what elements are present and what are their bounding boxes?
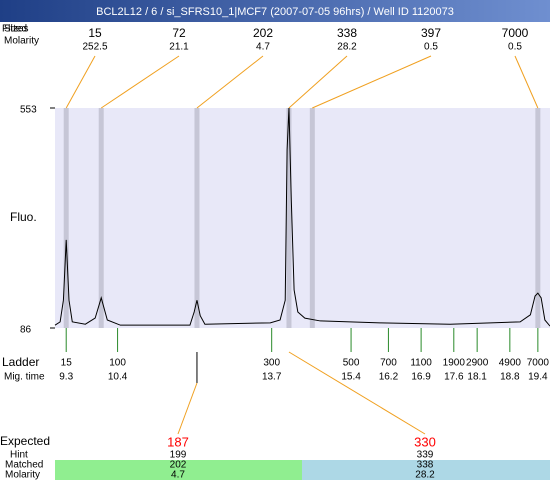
peak-connector xyxy=(514,55,539,109)
title: BCL2L12 / 6 / si_SFRS10_1|MCF7 (2007-07-… xyxy=(96,6,454,18)
mig-time-label: Mig. time xyxy=(4,372,45,383)
peak-band xyxy=(535,108,541,328)
fitted-size: 397 xyxy=(421,26,441,40)
peak-band xyxy=(63,108,69,328)
fitted-molarity: 21.1 xyxy=(169,42,189,53)
fitted-molarity: 4.7 xyxy=(256,42,270,53)
fitted-size: 202 xyxy=(253,26,273,40)
fitted-label: Fitted xyxy=(2,24,27,35)
expected-connector xyxy=(177,382,198,435)
mig-time: 9.3 xyxy=(59,372,73,383)
title-bar xyxy=(0,0,550,22)
peak-connector xyxy=(100,55,180,109)
ladder-size: 300 xyxy=(263,358,280,369)
mig-time: 18.8 xyxy=(500,372,520,383)
hint-size: 199 xyxy=(170,450,187,461)
peak-connector xyxy=(288,55,348,109)
ladder-size: 7000 xyxy=(527,358,550,369)
hint-size: 339 xyxy=(417,450,434,461)
matched-size: 202 xyxy=(170,460,187,471)
mig-time: 19.4 xyxy=(528,372,548,383)
matched-bg xyxy=(302,460,550,480)
y-tick-label: 553 xyxy=(20,105,37,116)
mig-time: 18.1 xyxy=(467,372,487,383)
mig-time: 13.7 xyxy=(262,372,282,383)
expected-size: 330 xyxy=(414,434,436,449)
mig-time: 16.9 xyxy=(411,372,431,383)
ladder-size: 15 xyxy=(61,358,73,369)
hint-label: Hint xyxy=(10,450,28,461)
molarity-label: Molarity xyxy=(4,36,39,47)
mig-time: 16.2 xyxy=(379,372,399,383)
plot-area xyxy=(55,108,550,328)
peak-band xyxy=(309,108,315,328)
mig-time: 17.6 xyxy=(444,372,464,383)
ladder-size: 2900 xyxy=(466,358,489,369)
fitted-molarity: 252.5 xyxy=(82,42,107,53)
mig-time: 10.4 xyxy=(108,372,128,383)
fitted-size: 7000 xyxy=(502,26,529,40)
mig-time: 15.4 xyxy=(341,372,361,383)
peak-band xyxy=(194,108,200,328)
ladder-size: 1100 xyxy=(410,358,432,369)
matched-size: 338 xyxy=(417,460,434,471)
ladder-size: 1900 xyxy=(443,358,466,369)
fitted-size: 72 xyxy=(172,26,186,40)
fitted-molarity: 0.5 xyxy=(508,42,522,53)
fitted-molarity: 28.2 xyxy=(337,42,357,53)
peak-band xyxy=(286,108,292,328)
matched-bg xyxy=(55,460,302,480)
expected-label: Expected xyxy=(0,434,50,448)
ladder-size: 700 xyxy=(380,358,397,369)
ladder-size: 500 xyxy=(343,358,360,369)
peak-connector xyxy=(65,55,96,109)
peak-connector xyxy=(196,55,264,109)
peak-band xyxy=(98,108,104,328)
sizes-label: Sizes xyxy=(4,24,28,35)
matched-molarity: 4.7 xyxy=(171,470,185,480)
fitted-molarity: 0.5 xyxy=(424,42,438,53)
peak-connector xyxy=(312,55,432,109)
ladder-size: 100 xyxy=(109,358,126,369)
trace xyxy=(54,107,550,327)
matched-molarity: 28.2 xyxy=(415,470,435,480)
expected-size: 187 xyxy=(167,434,189,449)
expected-connector xyxy=(288,351,426,435)
molarity-label: Molarity xyxy=(5,470,40,480)
fitted-size: 338 xyxy=(337,26,357,40)
y-tick-label: 86 xyxy=(20,325,32,336)
y-axis-label: Fluo. xyxy=(10,210,37,224)
matched-label: Matched xyxy=(5,460,43,471)
fitted-size: 15 xyxy=(88,26,102,40)
ladder-label: Ladder xyxy=(2,355,39,369)
ladder-size: 4900 xyxy=(499,358,522,369)
